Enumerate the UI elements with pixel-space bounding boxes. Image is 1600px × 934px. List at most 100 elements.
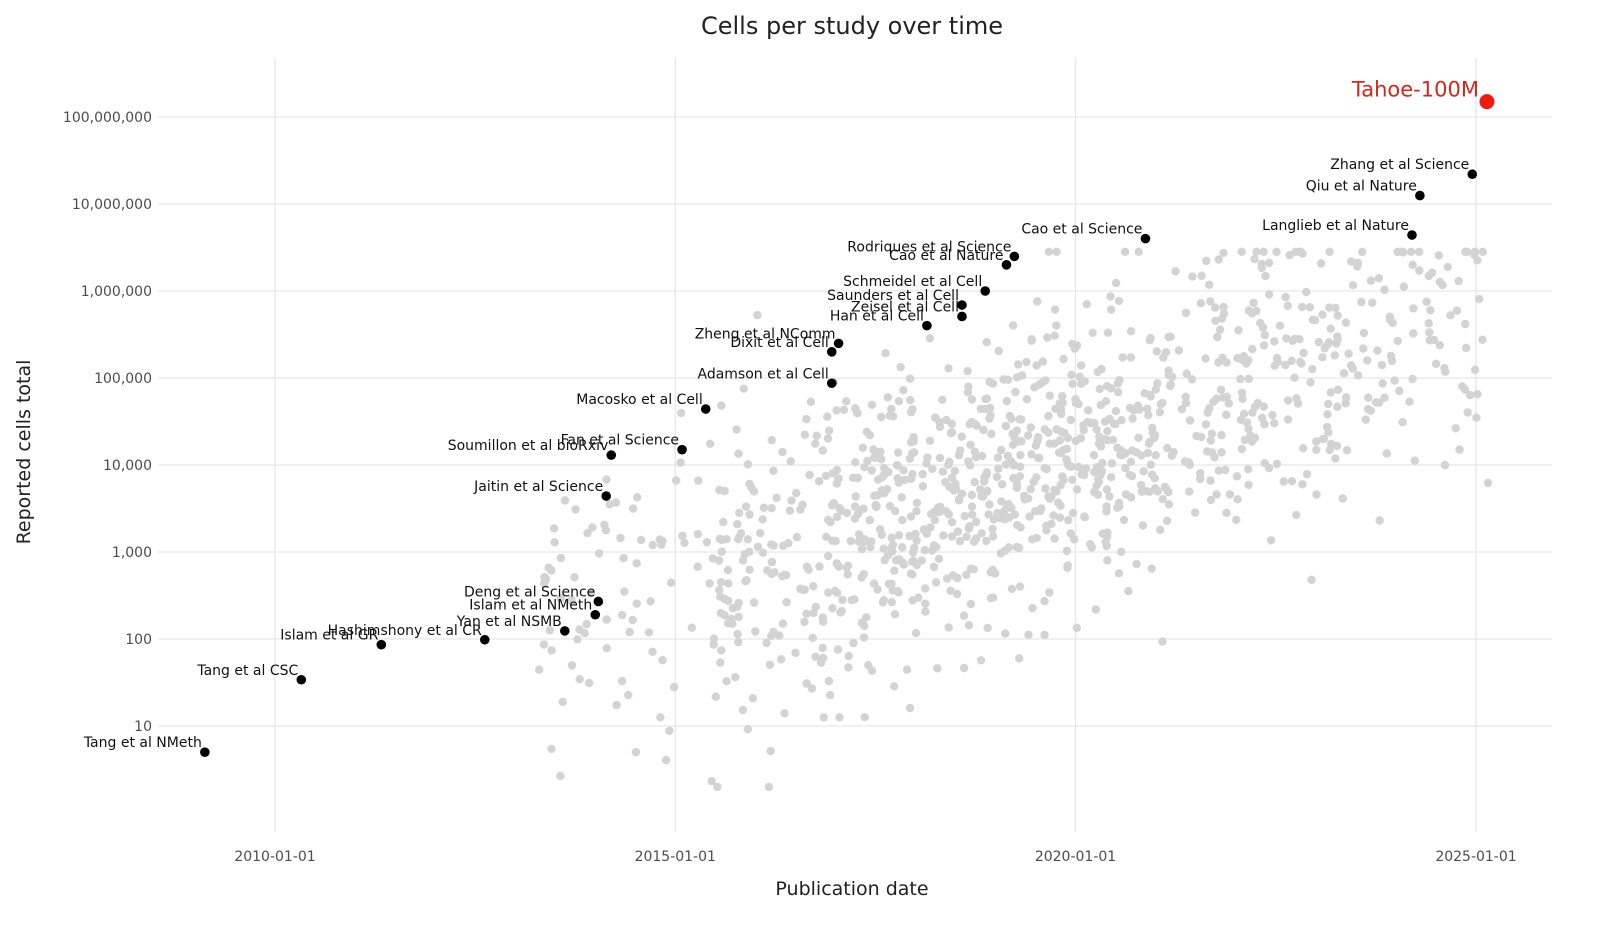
background-point [1068, 379, 1077, 388]
background-point [816, 658, 826, 667]
background-point [1339, 369, 1349, 378]
background-point [828, 536, 837, 545]
background-point [971, 517, 981, 527]
background-point [1272, 247, 1281, 256]
background-point [741, 502, 751, 511]
background-point [1026, 423, 1036, 432]
background-point [1164, 488, 1173, 497]
background-point [1164, 500, 1174, 509]
background-point [1033, 437, 1042, 446]
background-point [1002, 397, 1011, 406]
background-point [962, 532, 971, 541]
background-point [1218, 353, 1227, 363]
background-point [1393, 336, 1403, 346]
background-point [1026, 485, 1035, 494]
background-point [1058, 472, 1067, 481]
background-point [619, 553, 628, 563]
background-point [1256, 318, 1265, 328]
background-point [1056, 405, 1066, 414]
background-point [1224, 399, 1234, 408]
background-point [1323, 399, 1333, 409]
background-point [734, 637, 743, 647]
background-point [1071, 436, 1080, 446]
background-point [1002, 504, 1011, 513]
background-point [1059, 354, 1068, 364]
background-point [1257, 413, 1267, 423]
background-point [1237, 388, 1247, 398]
background-point [1007, 414, 1016, 423]
background-point [1472, 413, 1481, 422]
background-point [1196, 299, 1206, 308]
background-point [785, 506, 795, 515]
background-point [1016, 462, 1025, 471]
background-point [849, 638, 858, 648]
background-point [1353, 258, 1363, 268]
background-point [814, 477, 824, 486]
background-point [865, 516, 874, 525]
background-point [1222, 508, 1231, 518]
background-point [1440, 363, 1449, 373]
background-point [804, 565, 813, 574]
background-point [805, 470, 814, 480]
background-point [1117, 416, 1126, 425]
background-point [902, 665, 912, 674]
background-point [1244, 480, 1253, 490]
background-point [1248, 408, 1257, 417]
background-point [1058, 392, 1067, 401]
y-tick-label: 1,000 [112, 545, 152, 561]
background-point [1068, 508, 1078, 518]
background-point [932, 542, 941, 552]
background-point [800, 430, 810, 439]
background-point [935, 453, 945, 463]
background-point [934, 554, 944, 563]
background-point [694, 476, 703, 485]
background-point [1299, 348, 1308, 358]
background-point [857, 544, 867, 554]
background-point [624, 690, 633, 700]
background-point [1042, 464, 1051, 474]
point-label: Fan et al Science [561, 433, 679, 449]
background-point [980, 477, 989, 486]
background-point [1064, 461, 1073, 470]
background-point [1446, 311, 1455, 320]
background-point [994, 346, 1003, 356]
background-point [1375, 398, 1384, 407]
background-point [1015, 472, 1025, 481]
labeled-point [1140, 233, 1151, 244]
labeled-point [700, 404, 711, 414]
background-point [893, 461, 902, 470]
background-point [573, 635, 582, 644]
background-point [1443, 262, 1453, 272]
background-point [1144, 411, 1153, 420]
background-point [985, 377, 994, 387]
background-point [1014, 543, 1024, 553]
background-point [911, 628, 921, 638]
background-point [985, 414, 994, 423]
background-point [1205, 280, 1214, 289]
background-point [1348, 281, 1358, 290]
background-point [1373, 346, 1382, 355]
background-point [1380, 393, 1389, 402]
background-point [879, 544, 888, 553]
background-point [844, 651, 853, 661]
background-point [967, 490, 976, 500]
background-point [751, 627, 760, 636]
background-point [550, 538, 559, 547]
background-point [987, 429, 996, 439]
point-label: Jaitin et al Science [473, 479, 603, 495]
background-point [611, 498, 621, 507]
background-point [1001, 460, 1011, 469]
background-point [811, 439, 820, 448]
background-point [742, 576, 751, 585]
background-point [706, 439, 715, 448]
background-point [1398, 418, 1407, 427]
background-point [835, 713, 844, 722]
background-point [687, 623, 696, 632]
background-point [993, 508, 1002, 518]
background-point [972, 534, 981, 543]
background-point [988, 593, 998, 602]
background-point [867, 666, 877, 675]
background-point [1281, 292, 1290, 302]
background-point [802, 414, 811, 424]
background-point [628, 615, 637, 625]
